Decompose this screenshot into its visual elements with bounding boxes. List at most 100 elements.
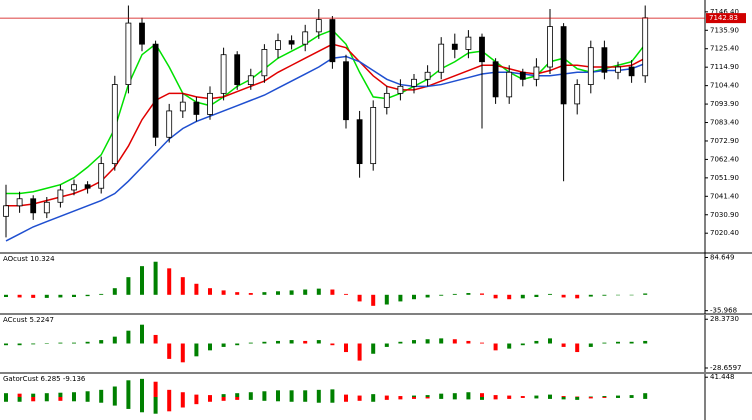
gator-bar: [44, 393, 49, 397]
histogram-bar: [452, 293, 457, 295]
gator-bar: [548, 394, 552, 397]
histogram-bar: [344, 343, 348, 353]
gator-bar: [439, 397, 444, 399]
histogram-bar: [316, 340, 321, 344]
gator-bar: [425, 397, 430, 399]
candle-body: [302, 31, 309, 45]
histogram-bar: [44, 343, 49, 344]
gator-bar: [384, 397, 389, 400]
histogram-bar: [616, 341, 620, 344]
candle-body: [193, 101, 200, 115]
histogram-bar: [262, 341, 267, 344]
histogram-bar: [357, 294, 362, 302]
y-tick-label: 7030.90: [710, 211, 739, 219]
histogram-bar: [330, 343, 335, 346]
histogram-bar: [167, 343, 172, 359]
gator-bar: [4, 397, 8, 402]
gator-bar: [452, 397, 457, 400]
gator-bar: [140, 397, 144, 413]
gator-bar: [561, 396, 566, 397]
candle-body: [247, 75, 254, 85]
candle-body: [492, 61, 499, 98]
candle-body: [16, 198, 23, 207]
candle-body: [438, 43, 445, 73]
histogram-bar: [412, 340, 416, 344]
y-tick-label: 7072.90: [710, 137, 739, 145]
gator-bar: [602, 397, 607, 398]
histogram-bar: [398, 341, 403, 344]
gator-bar: [276, 397, 280, 402]
candle-body: [84, 184, 91, 189]
histogram-bar: [548, 293, 552, 295]
gator-bar: [629, 397, 634, 398]
histogram-bar: [616, 294, 620, 296]
histogram-bar: [289, 290, 294, 295]
gator-bar: [316, 389, 321, 397]
gator-bar: [384, 395, 389, 397]
candle-body: [288, 40, 295, 45]
histogram-bar: [262, 292, 267, 295]
gator-bar: [398, 396, 403, 397]
gator-bar: [72, 392, 76, 397]
y-tick-label: 7041.40: [710, 192, 739, 200]
candle-body: [152, 43, 159, 138]
y-tick-label: 7062.40: [710, 155, 739, 163]
price-label-box: [706, 13, 746, 24]
gator-bar: [303, 397, 308, 402]
histogram-bar: [643, 340, 648, 344]
gator-bar: [616, 395, 620, 397]
histogram-bar: [167, 268, 172, 295]
histogram-bar: [371, 343, 376, 354]
gator-bar: [439, 393, 444, 397]
histogram-bar: [534, 294, 539, 298]
candle-body: [587, 47, 594, 85]
histogram-bar: [44, 294, 49, 298]
gator-bar: [412, 397, 416, 399]
gator-bar: [344, 397, 348, 402]
gator-bar: [221, 394, 226, 397]
histogram-bar: [588, 343, 593, 347]
candle-body: [234, 54, 241, 85]
histogram-bar: [425, 339, 430, 344]
histogram-bar: [493, 294, 498, 299]
gator-bar: [262, 391, 267, 397]
y-tick-label: 7114.90: [710, 63, 739, 71]
histogram-bar: [208, 343, 212, 351]
candle-body: [479, 36, 485, 63]
gator-bar: [493, 395, 498, 397]
histogram-bar: [303, 289, 308, 295]
histogram-bar: [112, 336, 117, 344]
histogram-bar: [602, 294, 607, 296]
gator-bar: [180, 397, 185, 408]
histogram-bar: [248, 293, 253, 295]
histogram-bar: [72, 294, 76, 298]
candle-body: [329, 19, 336, 63]
gator-bar: [534, 395, 539, 397]
gator-bar: [303, 390, 308, 397]
histogram-bar: [140, 324, 144, 344]
candle-body: [397, 85, 404, 94]
gator-bar: [616, 397, 620, 398]
histogram-bar: [276, 291, 280, 295]
histogram-bar: [112, 288, 117, 295]
gator-bar: [588, 397, 593, 399]
gator-bar: [643, 393, 648, 397]
candle-body: [179, 101, 186, 112]
histogram-bar: [344, 293, 348, 295]
histogram-bar: [480, 342, 484, 344]
histogram-bar: [99, 340, 104, 344]
candle-body: [547, 26, 553, 68]
histogram-bar: [629, 341, 634, 344]
candle-body: [465, 36, 472, 50]
gator-bar: [330, 397, 335, 403]
gator-bar: [4, 393, 8, 397]
histogram-bar: [561, 294, 566, 298]
histogram-bar: [602, 342, 607, 344]
gator-bar: [208, 395, 212, 397]
candle-body: [451, 43, 458, 50]
histogram-bar: [126, 330, 131, 344]
gator-bar: [99, 389, 104, 397]
candle-body: [43, 201, 50, 214]
candle-body: [275, 40, 281, 50]
